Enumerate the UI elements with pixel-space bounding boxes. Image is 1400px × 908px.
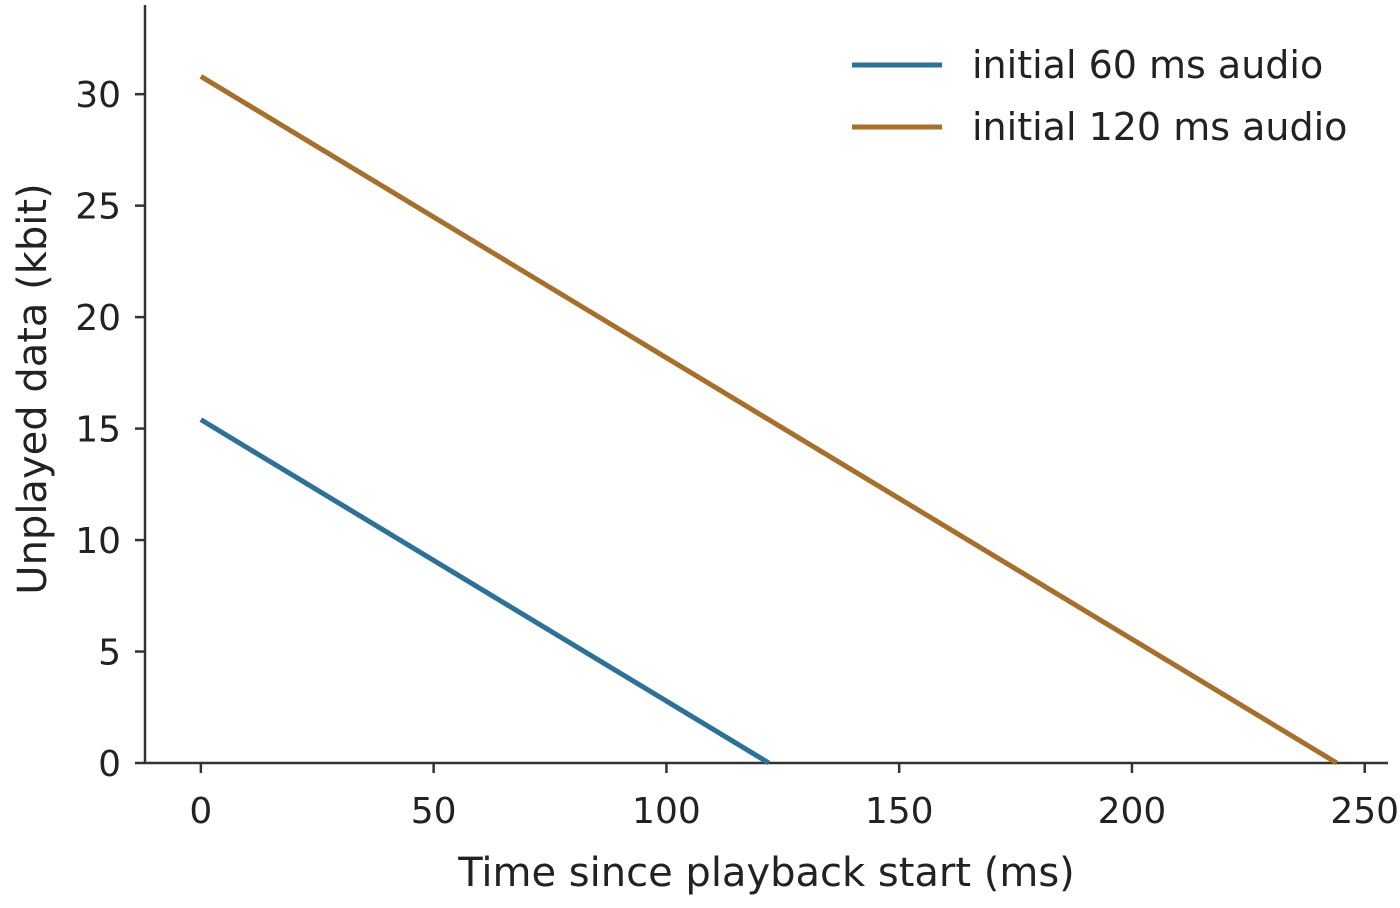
series-lines (199, 74, 1339, 766)
y-tick-label: 0 (98, 744, 121, 785)
x-axis-label: Time since playback start (ms) (457, 850, 1075, 896)
legend: initial 60 ms audio initial 120 ms audio (852, 43, 1347, 149)
y-axis-ticks: 0 5 10 15 20 25 30 (75, 75, 145, 785)
y-tick-label: 10 (75, 521, 121, 562)
x-tick-label: 200 (1098, 791, 1167, 832)
y-tick-label: 30 (75, 75, 121, 116)
legend-label-2: initial 120 ms audio (972, 105, 1347, 149)
series-line-2 (199, 74, 1339, 766)
x-tick-label: 0 (189, 791, 212, 832)
x-axis-ticks: 0 50 100 150 200 250 (189, 763, 1399, 832)
series-line-1 (199, 417, 771, 766)
y-tick-label: 15 (75, 410, 121, 451)
y-axis-label: Unplayed data (kbit) (10, 183, 56, 594)
y-tick-label: 25 (75, 187, 121, 228)
x-tick-label: 150 (865, 791, 934, 832)
x-tick-label: 250 (1330, 791, 1399, 832)
legend-label-1: initial 60 ms audio (972, 43, 1323, 87)
y-tick-label: 5 (98, 633, 121, 674)
y-tick-label: 20 (75, 298, 121, 339)
x-tick-label: 50 (411, 791, 457, 832)
x-tick-label: 100 (632, 791, 701, 832)
